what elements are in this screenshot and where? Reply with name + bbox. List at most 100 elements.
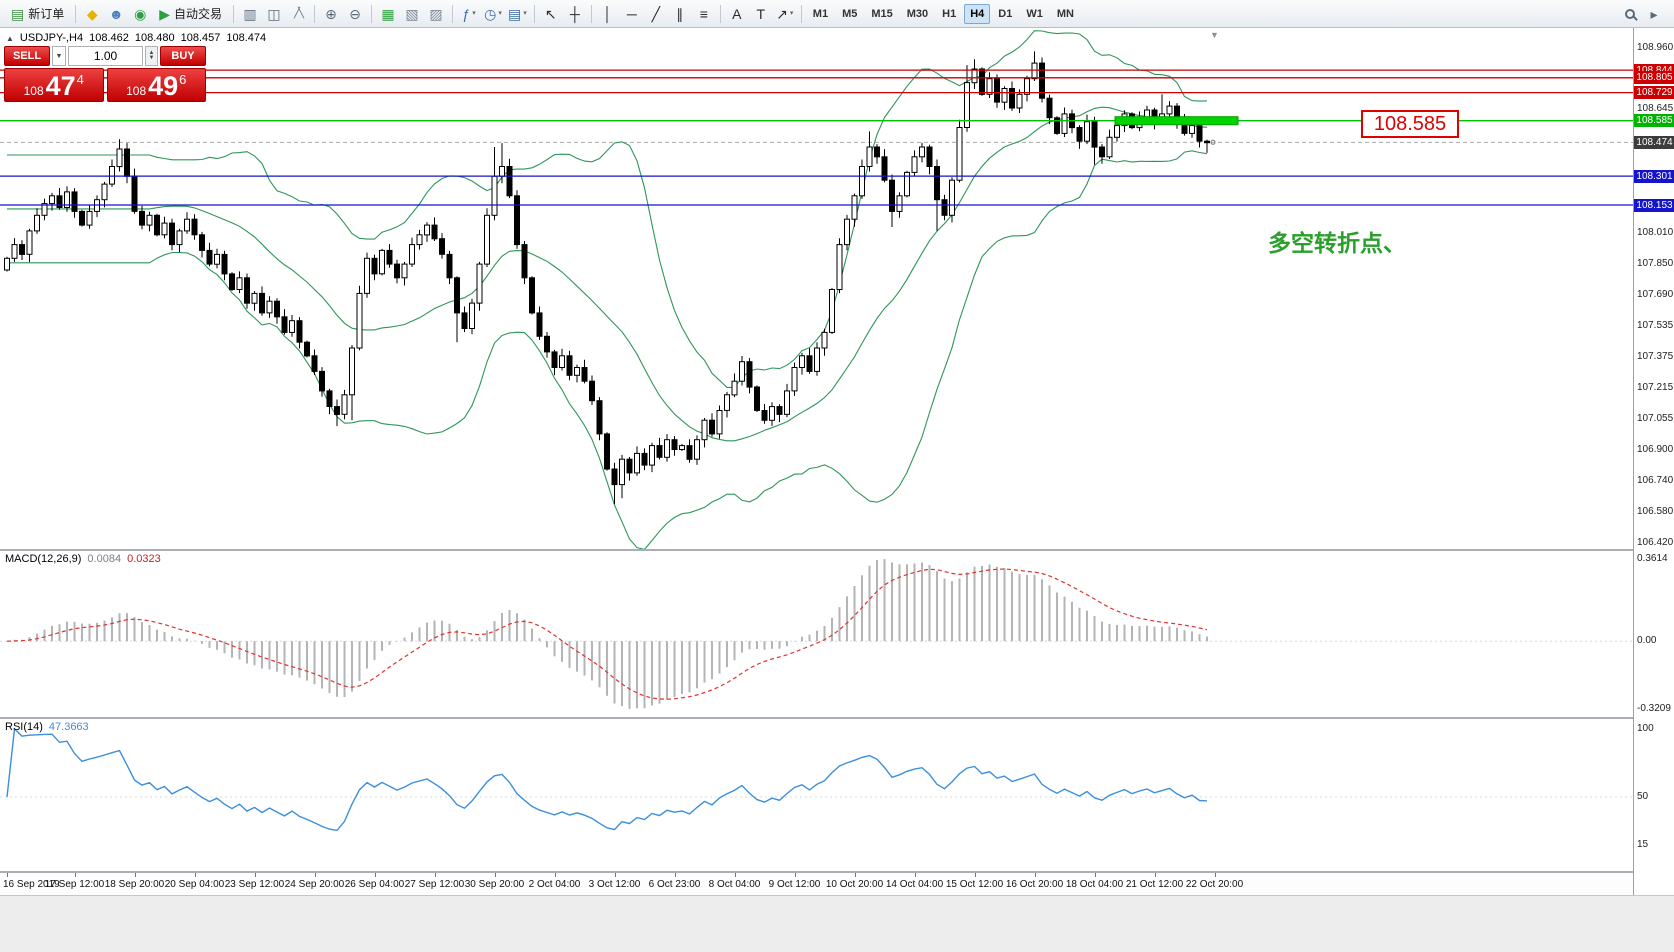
rsi-axis-label: 50 (1637, 791, 1649, 802)
channel-icon[interactable]: ∥ (669, 3, 691, 25)
timeframe-h4[interactable]: H4 (964, 3, 991, 24)
cursor-icon: ↖ (544, 5, 557, 22)
collapse-icon[interactable]: ▲ (6, 33, 14, 43)
sep-8 (719, 4, 721, 23)
tile-windows-icon: ▦ (381, 5, 395, 22)
autotrading-button[interactable]: ▶ 自动交易 (153, 3, 228, 25)
cursor-icon[interactable]: ↖ (540, 3, 562, 25)
candlestick-chart-icon[interactable]: ◫ (263, 3, 285, 25)
sep-2 (233, 4, 235, 23)
periods-icon[interactable]: ◷ ▾ (482, 3, 504, 25)
templates-icon[interactable]: ▤ ▾ (506, 3, 529, 25)
cascade-windows-icon[interactable]: ▧ (401, 3, 423, 25)
indicators-icon: ƒ (462, 5, 471, 22)
timeframe-h1[interactable]: H1 (942, 7, 957, 20)
buy-button[interactable]: BUY (160, 46, 206, 66)
arrange-windows-icon[interactable]: ▨ (425, 3, 447, 25)
arrows-icon: ↗ (776, 5, 788, 22)
toolbar-items: ▤ 新订单 ◆ ☻ ◉ ▶ 自动交易 ▥ ◫ ╱╲ ⊕ ⊖ ▦ ▧ ▨ ƒ ▾ ◷ ▾ ▤ ▾ ↖ ┼ │ ─ ╱ ∥ ≡ A T ↗ ▾ (4, 3, 806, 25)
time-tick (554, 873, 556, 877)
horizontal-line-icon[interactable]: ─ (621, 3, 643, 25)
price-tag: 108.805 (1634, 71, 1674, 85)
sell-price-prefix: 108 (23, 84, 44, 98)
sep-5 (452, 4, 454, 23)
sell-button[interactable]: SELL (4, 46, 50, 66)
sell-price-pip: 4 (76, 72, 84, 87)
timeframe-m15[interactable]: M15 (871, 7, 893, 20)
buy-price-button[interactable]: 108 49 6 (106, 68, 206, 102)
zoom-out-icon[interactable]: ⊖ (344, 3, 366, 25)
search-icon[interactable] (1619, 3, 1641, 25)
vertical-line-icon[interactable]: │ (597, 3, 619, 25)
open-value: 108.462 (89, 32, 129, 44)
volume-dropdown-icon[interactable]: ▼ (52, 46, 66, 66)
volume-input[interactable]: 1.00 (68, 46, 143, 66)
zoom-in-icon[interactable]: ⊕ (320, 3, 342, 25)
new-order-icon: ▤ (11, 5, 25, 22)
crosshair-icon[interactable]: ┼ (564, 3, 586, 25)
pivot-annotation[interactable]: 多空转折点、 (1268, 230, 1406, 256)
time-axis-label: 23 Sep 12:00 (224, 879, 285, 890)
sep-6 (533, 4, 535, 23)
fibonacci-icon: ≡ (699, 5, 708, 22)
time-axis-label: 14 Oct 04:00 (885, 879, 944, 890)
community-icon[interactable]: ◉ (129, 3, 151, 25)
macd-label: MACD(12,26,9) 0.0084 0.0323 (5, 553, 161, 565)
time-axis-label: 18 Oct 04:00 (1065, 879, 1124, 890)
price-axis[interactable]: 108.960 108.645 108.010 107.850 107.690 107.5… (1633, 28, 1674, 895)
timeframe-m30[interactable]: M30 (906, 7, 929, 20)
toolbar-right: ▸ (1618, 3, 1670, 25)
channel-icon: ∥ (676, 5, 684, 22)
panel-separator[interactable] (0, 717, 1674, 719)
time-axis[interactable]: 16 Sep 2019 17 Sep 12:00 18 Sep 20:00 20 Se… (0, 873, 1633, 895)
price-tag: 108.585 (1634, 114, 1674, 128)
text-icon[interactable]: A (726, 3, 748, 25)
timeframe-d1[interactable]: D1 (998, 7, 1013, 20)
main-chart-canvas[interactable] (0, 28, 1633, 549)
time-tick (734, 873, 736, 877)
timeframe-m5[interactable]: M5 (842, 7, 858, 20)
timeframe-w1[interactable]: W1 (1026, 7, 1043, 20)
profile-icon[interactable]: ☻ (105, 3, 127, 25)
chart-shift-icon[interactable]: ▸ (1650, 5, 1658, 22)
panel-separator[interactable] (0, 871, 1674, 873)
sell-price-button[interactable]: 108 47 4 (4, 68, 104, 102)
price-callout[interactable]: 108.585 (1361, 110, 1459, 138)
rsi-panel[interactable] (0, 719, 1633, 871)
bar-chart-icon[interactable]: ▥ (239, 3, 261, 25)
price-axis-label: 107.055 (1637, 413, 1674, 425)
tile-windows-icon[interactable]: ▦ (377, 3, 399, 25)
line-chart-icon[interactable]: ╱╲ (287, 3, 309, 25)
volume-spinner[interactable]: ▲ ▼ (145, 46, 158, 66)
alerts-icon[interactable]: ◆ (81, 3, 103, 25)
macd-panel[interactable] (0, 551, 1633, 717)
one-click-trading-panel: SELL ▼ 1.00 ▲ ▼ BUY 108 47 4 108 49 6 (4, 46, 206, 102)
time-axis-label: 10 Oct 20:00 (825, 879, 884, 890)
price-tag: 108.729 (1634, 86, 1674, 100)
text-label-icon: T (756, 5, 766, 22)
horizontal-line-icon: ─ (626, 5, 637, 22)
time-axis-label: 9 Oct 12:00 (768, 879, 821, 890)
price-axis-label: 107.215 (1637, 382, 1674, 393)
crosshair-icon: ┼ (569, 5, 580, 22)
timeframe-m1[interactable]: M1 (812, 7, 829, 20)
high-value: 108.480 (134, 32, 175, 44)
arrows-icon[interactable]: ↗ ▾ (774, 3, 796, 25)
new-order-button-label: 新订单 (28, 6, 65, 21)
fibonacci-icon[interactable]: ≡ (693, 3, 715, 25)
time-axis-label: 30 Sep 20:00 (464, 879, 525, 890)
sep-4 (371, 4, 373, 23)
trendline-icon[interactable]: ╱ (645, 3, 667, 25)
zoom-in-icon: ⊕ (325, 5, 337, 22)
trendline-icon: ╱ (651, 5, 661, 22)
new-order-button[interactable]: ▤ 新订单 (5, 3, 70, 25)
price-axis-label: 107.850 (1637, 258, 1674, 270)
price-axis-label: 107.535 (1637, 319, 1674, 331)
time-tick (1094, 873, 1096, 877)
indicators-icon[interactable]: ƒ ▾ (458, 3, 480, 25)
bar-chart-icon: ▥ (243, 5, 257, 22)
time-axis-label: 2 Oct 04:00 (528, 879, 581, 890)
text-label-icon[interactable]: T (750, 3, 772, 25)
timeframe-mn[interactable]: MN (1056, 7, 1074, 20)
panel-separator[interactable] (0, 549, 1674, 551)
